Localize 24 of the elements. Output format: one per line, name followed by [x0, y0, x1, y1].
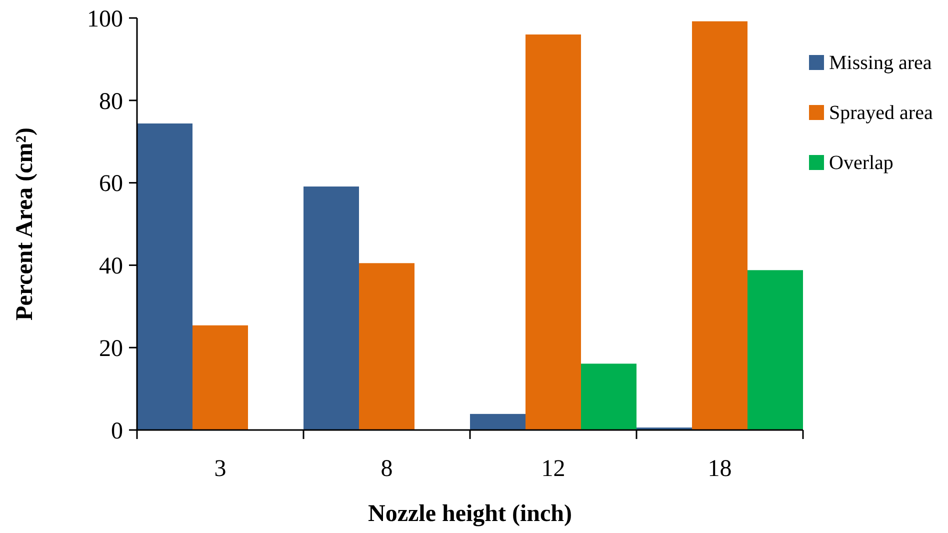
y-axis-title: Percent Area (cm²)	[12, 128, 38, 320]
bar	[192, 325, 248, 430]
legend-label: Overlap	[829, 152, 894, 174]
bar	[137, 123, 192, 430]
legend-label: Missing area	[829, 52, 932, 74]
bar	[359, 263, 414, 430]
y-tick-label: 0	[111, 418, 123, 444]
x-tick-label: 12	[541, 456, 566, 482]
bar	[470, 414, 526, 430]
x-tick-label: 3	[214, 456, 226, 482]
bar	[526, 34, 581, 430]
y-tick-label: 60	[99, 171, 123, 198]
legend-label: Sprayed area	[829, 102, 933, 124]
bar	[692, 21, 748, 430]
bar	[304, 186, 359, 430]
y-tick-label: 80	[99, 88, 123, 115]
y-tick-label: 100	[87, 6, 123, 32]
x-tick-label: 8	[380, 456, 393, 482]
y-tick-label: 40	[99, 254, 123, 280]
y-tick-label: 20	[99, 336, 123, 362]
x-tick-label: 18	[708, 456, 732, 482]
bar	[581, 364, 636, 430]
x-axis-title: Nozzle height (inch)	[368, 501, 572, 527]
bar	[748, 270, 803, 430]
